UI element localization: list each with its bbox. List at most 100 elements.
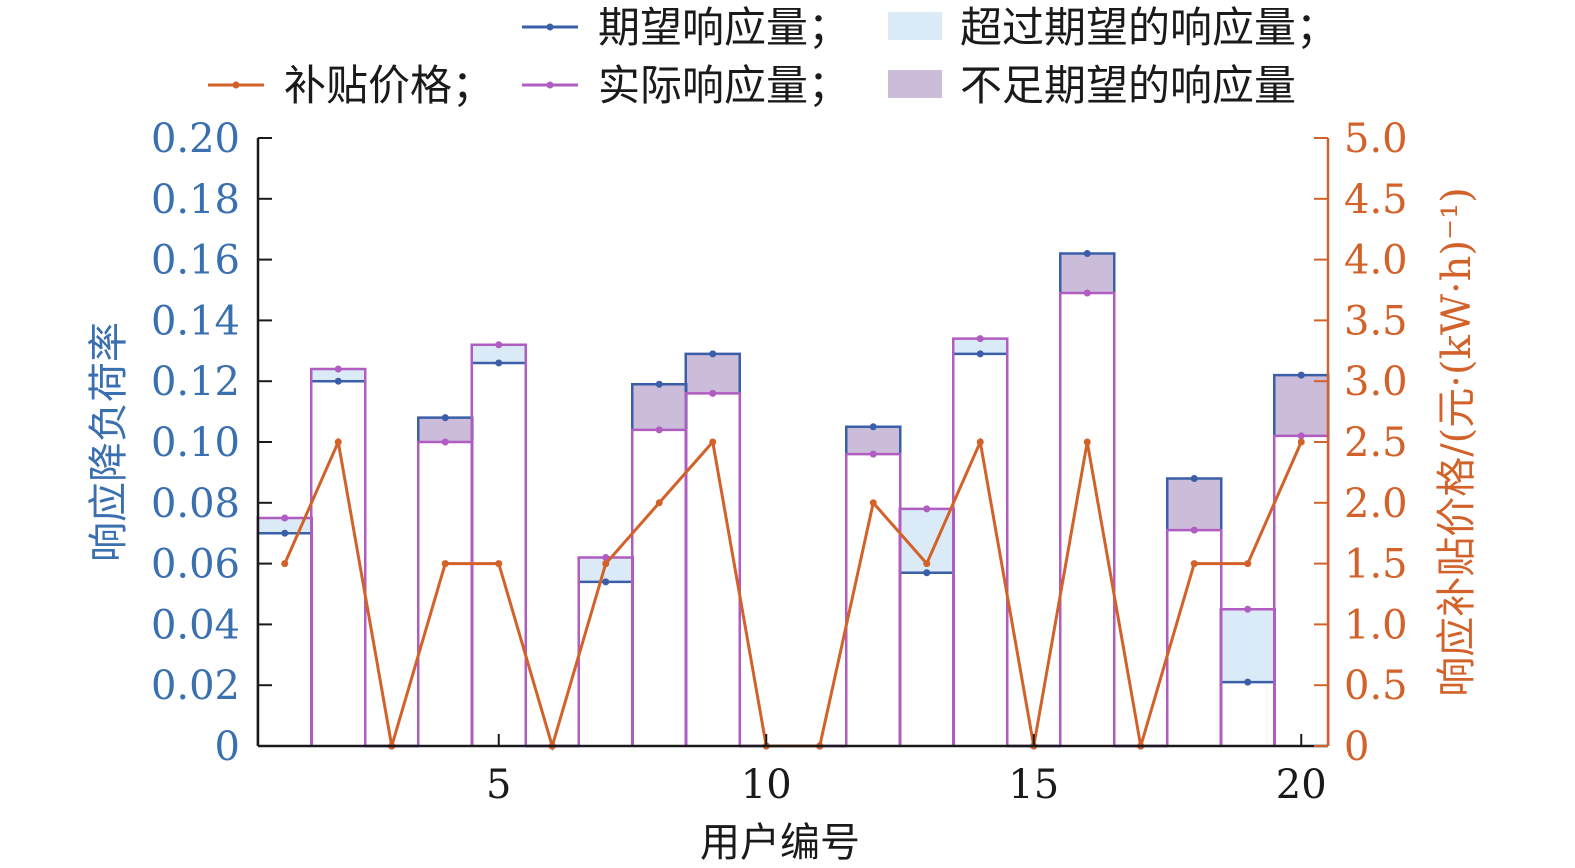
diff-fill-user-8 <box>632 384 687 430</box>
legend: 期望响应量； 超过期望的响应量； 补贴价格； 实际响应量； 不足期望的响应量 <box>208 3 1338 110</box>
left-axis-ticks: 0 0.02 0.04 0.06 0.08 0.10 0.12 0.14 0.16 0.18 0.2… <box>151 116 272 770</box>
price-point-user-1 <box>281 560 289 568</box>
expected-point-user-8 <box>655 380 663 388</box>
expected-point-user-19 <box>1244 678 1252 686</box>
legend-marker-expected <box>546 23 554 31</box>
x-axis-title: 用户编号 <box>700 820 860 866</box>
expected-point-user-13 <box>923 569 931 577</box>
right-tick-label-0: 0 <box>1344 724 1369 770</box>
legend-item-expected: 期望响应量； <box>522 3 850 52</box>
right-tick-label-5: 2.5 <box>1344 420 1408 466</box>
left-tick-label-6: 0.12 <box>151 359 240 405</box>
actual-point-user-16 <box>1083 289 1091 297</box>
actual-point-user-4 <box>441 438 449 446</box>
left-tick-label-9: 0.18 <box>151 177 240 223</box>
expected-bar-user-19 <box>1219 680 1276 746</box>
diff-fill-user-2 <box>311 369 366 382</box>
x-tick-label-0: 5 <box>486 762 511 808</box>
legend-label-actual: 实际响应量； <box>598 61 850 110</box>
diff-fill-user-12 <box>846 426 901 455</box>
price-point-user-9 <box>709 438 717 446</box>
diff-fill-user-20 <box>1274 375 1329 436</box>
right-tick-label-3: 1.5 <box>1344 542 1408 588</box>
right-tick-label-4: 2.0 <box>1344 481 1408 527</box>
actual-point-user-13 <box>923 505 931 513</box>
expected-point-user-12 <box>869 423 877 431</box>
expected-point-user-14 <box>976 350 984 358</box>
price-point-user-20 <box>1297 438 1305 446</box>
price-point-user-5 <box>495 560 503 568</box>
legend-swatch-shortfall <box>888 70 942 98</box>
price-point-user-19 <box>1244 560 1252 568</box>
expected-bar-user-5 <box>470 361 527 746</box>
right-tick-label-1: 0.5 <box>1344 663 1408 709</box>
price-point-user-14 <box>976 438 984 446</box>
price-point-user-8 <box>655 499 663 507</box>
legend-label-price: 补贴价格； <box>284 61 494 110</box>
price-point-user-2 <box>334 438 342 446</box>
x-tick-label-1: 10 <box>741 762 792 808</box>
actual-point-user-9 <box>709 389 717 397</box>
actual-point-user-14 <box>976 335 984 343</box>
price-point-user-7 <box>602 560 610 568</box>
expected-bar-user-7 <box>577 580 634 746</box>
expected-point-user-2 <box>334 377 342 385</box>
left-tick-label-3: 0.06 <box>151 542 240 588</box>
left-tick-label-0: 0 <box>215 724 240 770</box>
price-point-user-4 <box>441 560 449 568</box>
left-tick-label-1: 0.02 <box>151 663 240 709</box>
subsidy-price-line <box>281 436 1305 752</box>
expected-point-user-20 <box>1297 371 1305 379</box>
expected-point-user-9 <box>709 350 717 358</box>
diff-fill-user-9 <box>685 353 740 394</box>
actual-point-user-1 <box>281 514 289 522</box>
actual-point-user-5 <box>495 341 503 349</box>
actual-bar-user-4 <box>417 440 474 746</box>
diff-fill-user-5 <box>471 344 526 363</box>
actual-bar-user-5 <box>470 343 527 746</box>
x-tick-label-2: 15 <box>1008 762 1059 808</box>
actual-point-user-7 <box>602 554 610 562</box>
legend-marker-actual <box>546 81 554 89</box>
right-tick-label-2: 1.0 <box>1344 602 1408 648</box>
right-axis-title: 响应补贴价格/(元·(kW·h)⁻¹) <box>1434 187 1480 697</box>
left-tick-label-2: 0.04 <box>151 602 240 648</box>
legend-item-actual: 实际响应量； <box>522 61 850 110</box>
actual-point-user-2 <box>334 365 342 373</box>
left-tick-label-5: 0.10 <box>151 420 240 466</box>
actual-point-user-20 <box>1297 432 1305 440</box>
diff-fill-user-19 <box>1220 609 1275 683</box>
right-tick-label-6: 3.0 <box>1344 359 1408 405</box>
right-tick-label-8: 4.0 <box>1344 238 1408 284</box>
actual-point-user-12 <box>869 450 877 458</box>
legend-item-shortfall: 不足期望的响应量 <box>888 61 1296 110</box>
legend-item-price: 补贴价格； <box>208 61 494 110</box>
actual-bar-user-8 <box>631 428 688 746</box>
expected-point-user-5 <box>495 359 503 367</box>
price-point-user-16 <box>1083 438 1091 446</box>
expected-point-user-1 <box>281 529 289 537</box>
right-tick-label-9: 4.5 <box>1344 177 1408 223</box>
price-point-user-13 <box>923 560 931 568</box>
expected-bar-user-4 <box>417 416 474 746</box>
legend-item-excess: 超过期望的响应量； <box>888 3 1338 52</box>
actual-bar-user-12 <box>845 452 902 746</box>
expected-bar-user-2 <box>310 379 367 746</box>
legend-marker-price <box>232 81 240 89</box>
expected-bar-user-16 <box>1059 252 1116 746</box>
actual-bar-user-7 <box>577 556 634 746</box>
left-tick-label-10: 0.20 <box>151 116 240 162</box>
actual-bar-user-16 <box>1059 291 1116 746</box>
expected-point-user-4 <box>441 414 449 422</box>
left-tick-label-8: 0.16 <box>151 238 240 284</box>
actual-bar-user-1 <box>256 516 313 746</box>
price-point-user-18 <box>1190 560 1198 568</box>
expected-point-user-16 <box>1083 250 1091 258</box>
left-tick-label-7: 0.14 <box>151 298 240 344</box>
diff-fill-user-18 <box>1167 478 1222 531</box>
expected-point-user-7 <box>602 578 610 586</box>
expected-bar-user-13 <box>898 571 955 746</box>
price-point-user-12 <box>869 499 877 507</box>
x-tick-label-3: 20 <box>1276 762 1327 808</box>
